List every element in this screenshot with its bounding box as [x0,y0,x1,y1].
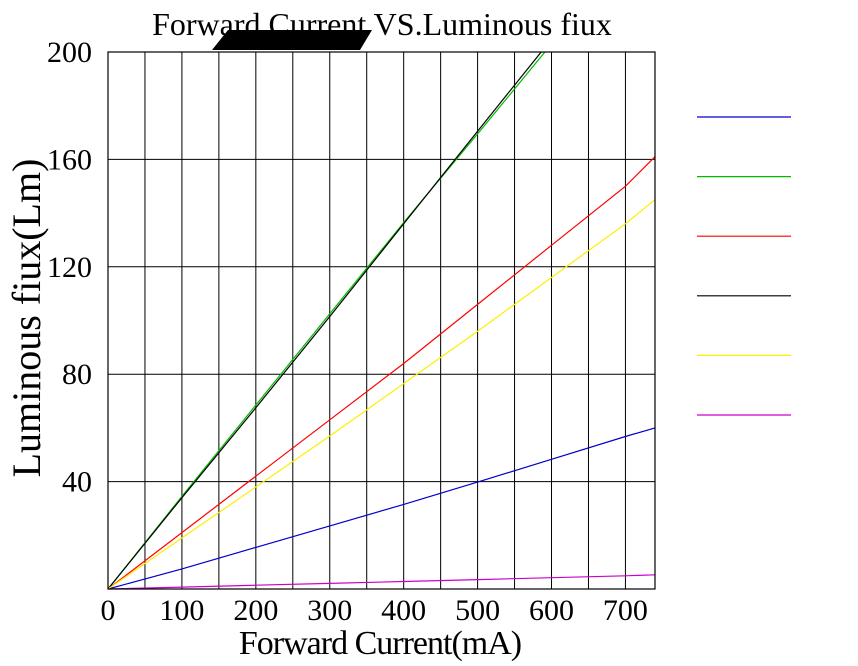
series-line-2 [107,51,546,590]
y-axis-label: Luminous fiux(Lm) [4,159,49,478]
x-tick-label: 100 [159,594,204,627]
x-tick-label: 400 [381,594,426,627]
y-tick-label: 120 [47,251,92,284]
x-tick-label: 0 [101,594,116,627]
series-line-3 [107,156,656,590]
x-axis-label: Forward Current(mA) [239,625,521,662]
x-tick-labels: 0 100 200 300 400 500 600 700 [101,594,648,627]
chart-title: Forward Current VS.Luminous fiux [152,6,612,42]
plot-frame [107,51,656,590]
chart-grid [108,52,655,589]
y-tick-label: 200 [47,36,92,69]
series-line-5 [107,199,656,590]
x-tick-label: 500 [455,594,500,627]
title-redaction-bar [212,30,372,50]
chart-series-group [107,51,656,590]
x-tick-label: 200 [233,594,278,627]
series-line-1 [107,427,656,590]
x-tick-label: 300 [307,594,352,627]
series-line-4 [107,51,542,590]
y-tick-labels: 40 80 120 160 200 [47,36,92,499]
chart-axes [107,51,656,590]
x-tick-label: 600 [529,594,574,627]
y-tick-label: 160 [47,143,92,176]
series-line-6 [107,574,656,590]
x-tick-label: 700 [603,594,648,627]
y-tick-label: 80 [62,358,92,391]
chart-legend [697,116,791,416]
y-tick-label: 40 [62,466,92,499]
